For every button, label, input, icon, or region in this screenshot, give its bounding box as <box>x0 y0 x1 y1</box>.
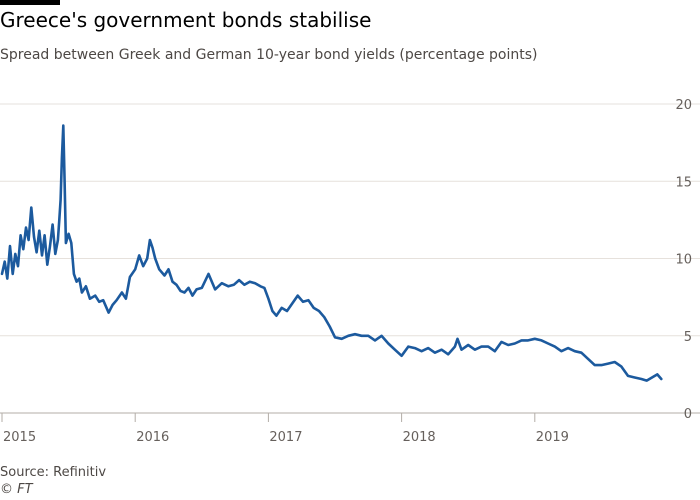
chart-title: Greece's government bonds stabilise <box>0 8 372 32</box>
source-note: Source: Refinitiv <box>0 465 107 480</box>
chart-subtitle: Spread between Greek and German 10-year … <box>0 47 538 63</box>
bond-spread-chart: 2015 2016 2017 2018 2019 0 5 10 15 20 <box>0 98 700 445</box>
y-tick-label: 5 <box>684 330 692 345</box>
y-tick-label: 10 <box>675 253 692 268</box>
copyright-note: © FT <box>0 482 33 497</box>
y-tick-label: 20 <box>675 98 692 113</box>
x-tick-label: 2017 <box>269 430 302 445</box>
x-tick-label: 2018 <box>403 430 436 445</box>
gridlines <box>0 103 700 337</box>
series-layer <box>0 124 663 382</box>
x-tick-label: 2016 <box>136 430 169 445</box>
x-tick-label: 2019 <box>536 430 569 445</box>
brand-rule <box>0 0 60 5</box>
y-axis: 0 5 10 15 20 <box>675 98 692 422</box>
x-tick-label: 2015 <box>3 430 36 445</box>
y-tick-label: 15 <box>675 175 692 190</box>
series-line-0 <box>0 124 663 382</box>
x-axis: 2015 2016 2017 2018 2019 <box>0 412 700 445</box>
y-tick-label: 0 <box>684 407 692 422</box>
